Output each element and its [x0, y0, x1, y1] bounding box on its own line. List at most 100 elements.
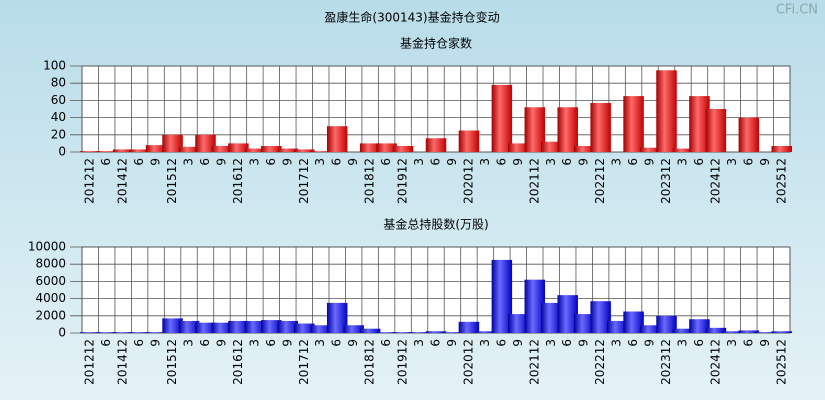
x-tick-label: 3	[478, 339, 492, 347]
y-tick-label: 100	[43, 59, 66, 73]
bar	[705, 327, 727, 333]
bar	[475, 331, 496, 333]
y-tick-label: 40	[51, 110, 66, 124]
x-tick-label: 3	[610, 339, 624, 347]
bar	[326, 302, 348, 333]
x-tick-label: 6	[560, 339, 574, 347]
x-tick-label: 9	[758, 158, 772, 166]
x-tick-label: 9	[577, 339, 591, 347]
y-tick-label: 60	[51, 93, 66, 107]
x-tick-label: 9	[280, 158, 294, 166]
x-tick-label: 202112	[527, 339, 541, 385]
bar	[145, 145, 167, 152]
x-tick-label: 6	[99, 339, 113, 347]
bar	[606, 320, 628, 333]
x-tick-label: 6	[379, 339, 393, 347]
x-tick-label: 3	[725, 339, 739, 347]
y-tick-label: 20	[51, 127, 66, 141]
bar	[755, 332, 776, 333]
x-tick-label: 201712	[297, 339, 311, 385]
bar	[211, 145, 233, 152]
bar	[376, 332, 397, 333]
bar	[524, 107, 546, 152]
x-tick-label: 3	[313, 158, 327, 166]
x-tick-label: 6	[132, 339, 146, 347]
x-tick-label: 6	[741, 339, 755, 347]
bar	[96, 332, 117, 333]
bar	[491, 84, 513, 152]
bar	[376, 143, 397, 152]
x-tick-label: 202012	[461, 158, 475, 204]
x-tick-label: 201612	[231, 339, 245, 385]
x-tick-label: 6	[429, 339, 443, 347]
bar	[228, 320, 249, 333]
x-tick-label: 3	[247, 339, 261, 347]
bar	[343, 325, 364, 333]
bar	[442, 332, 463, 333]
y-tick-label: 4000	[35, 291, 66, 305]
bar	[524, 279, 546, 333]
x-tick-label: 6	[99, 158, 113, 166]
x-tick-label: 201812	[363, 339, 377, 385]
x-tick-label: 6	[494, 339, 508, 347]
y-tick-label: 2000	[35, 308, 66, 322]
bar	[129, 149, 150, 152]
bar	[178, 320, 200, 333]
x-tick-label: 202512	[774, 339, 788, 385]
x-tick-label: 9	[445, 339, 459, 347]
x-tick-label: 3	[182, 339, 196, 347]
x-tick-label: 3	[313, 339, 327, 347]
x-tick-label: 9	[214, 158, 228, 166]
bar	[771, 331, 792, 333]
bar	[689, 96, 710, 152]
bar	[705, 109, 727, 152]
x-tick-label: 6	[692, 339, 706, 347]
x-tick-label: 6	[560, 158, 574, 166]
x-tick-label: 3	[675, 158, 689, 166]
x-tick-label: 3	[412, 339, 426, 347]
bar	[573, 314, 595, 333]
bar	[656, 70, 677, 152]
x-tick-label: 201712	[297, 158, 311, 204]
y-tick-label: 8000	[35, 257, 66, 271]
x-tick-label: 201512	[165, 158, 179, 204]
x-tick-label: 9	[643, 339, 657, 347]
x-tick-label: 3	[247, 158, 261, 166]
x-tick-label: 6	[741, 158, 755, 166]
bar	[162, 134, 183, 152]
x-tick-label: 6	[379, 158, 393, 166]
x-tick-label: 201212	[83, 158, 97, 204]
bar	[656, 315, 677, 333]
x-tick-label: 202112	[527, 158, 541, 204]
x-tick-label: 6	[692, 158, 706, 166]
bar	[310, 325, 331, 333]
bar	[425, 331, 447, 333]
x-tick-label: 6	[626, 158, 640, 166]
bar	[80, 332, 101, 333]
bar	[672, 148, 694, 152]
x-tick-label: 9	[346, 158, 360, 166]
x-tick-label: 6	[264, 339, 278, 347]
x-tick-label: 202212	[593, 339, 607, 385]
bar	[244, 148, 266, 152]
x-tick-label: 9	[346, 339, 360, 347]
watermark: CFi.CN	[776, 3, 818, 18]
x-tick-label: 6	[330, 339, 344, 347]
bar	[195, 322, 216, 333]
x-tick-label: 202212	[593, 158, 607, 204]
x-tick-label: 9	[643, 158, 657, 166]
bar	[409, 332, 430, 333]
bar	[557, 295, 578, 333]
bar	[738, 330, 760, 333]
x-tick-label: 202312	[659, 339, 673, 385]
bar	[359, 328, 381, 333]
x-tick-label: 3	[478, 158, 492, 166]
bar	[261, 320, 282, 333]
y-tick-label: 0	[58, 145, 66, 159]
bar	[326, 126, 348, 152]
x-tick-label: 201912	[396, 339, 410, 385]
y-tick-label: 0	[58, 326, 66, 340]
x-tick-label: 6	[330, 158, 344, 166]
bar	[573, 145, 595, 152]
